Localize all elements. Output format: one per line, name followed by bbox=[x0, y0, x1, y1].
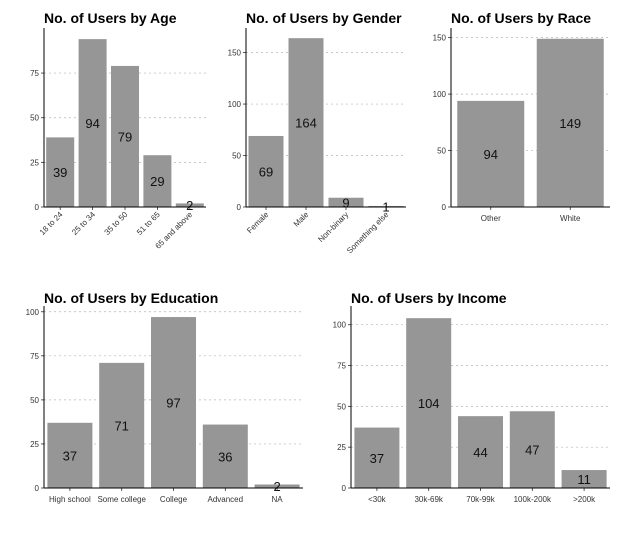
x-tick-label-30k-69k: 30k-69k bbox=[414, 495, 443, 504]
value-label-25-to-34: 94 bbox=[85, 116, 99, 131]
x-tick-label-other: Other bbox=[481, 214, 501, 223]
value-label-70k-99k: 44 bbox=[473, 445, 487, 460]
y-tick-label: 50 bbox=[437, 147, 446, 156]
value-label-advanced: 36 bbox=[218, 449, 232, 464]
bar-high-school bbox=[47, 422, 93, 488]
x-tick-label-female: Female bbox=[245, 210, 271, 236]
x-tick-label-something-else: Something else bbox=[345, 210, 391, 256]
y-tick-label: 100 bbox=[228, 100, 242, 109]
bar-100k-200k bbox=[509, 411, 555, 488]
x-tick-label-high-school: High school bbox=[49, 495, 91, 504]
value-label-high-school: 37 bbox=[63, 448, 77, 463]
chart-title: No. of Users by Income bbox=[351, 290, 507, 306]
value-label-30k: 37 bbox=[370, 451, 384, 466]
x-tick-label-35-to-50: 35 to 50 bbox=[103, 210, 130, 237]
y-tick-label: 75 bbox=[337, 362, 346, 371]
bar-female bbox=[248, 135, 284, 207]
chart-title: No. of Users by Education bbox=[44, 290, 218, 306]
bar-65-and-above bbox=[175, 203, 204, 207]
value-label-other: 94 bbox=[484, 147, 498, 162]
value-label-51-to-65: 29 bbox=[150, 174, 164, 189]
bar-18-to-24 bbox=[46, 137, 75, 207]
bar-non-binary bbox=[328, 197, 364, 207]
bar-35-to-50 bbox=[111, 65, 139, 207]
y-tick-label: 100 bbox=[26, 308, 40, 317]
chart-title: No. of Users by Age bbox=[44, 10, 177, 26]
education-chart: No. of Users by Education 0 25 50 75 100 37 Hig… bbox=[26, 290, 303, 504]
x-tick-label-70k-99k: 70k-99k bbox=[466, 495, 495, 504]
y-tick-label: 50 bbox=[30, 396, 39, 405]
value-label-female: 69 bbox=[259, 164, 273, 179]
y-tick-label: 0 bbox=[342, 484, 347, 493]
bar-advanced bbox=[202, 424, 248, 488]
y-tick-label: 25 bbox=[337, 443, 346, 452]
y-tick-label: 150 bbox=[433, 34, 447, 43]
value-label-200k: 11 bbox=[577, 472, 591, 487]
x-tick-label-18-to-24: 18 to 24 bbox=[38, 210, 65, 237]
y-tick-label: 100 bbox=[333, 321, 347, 330]
y-tick-label: 75 bbox=[30, 352, 39, 361]
bar-70k-99k bbox=[458, 416, 503, 488]
y-tick-label: 50 bbox=[337, 402, 346, 411]
y-tick-label: 50 bbox=[30, 114, 39, 123]
x-tick-label-male: Male bbox=[292, 210, 311, 229]
x-tick-label-white: White bbox=[560, 214, 581, 223]
x-tick-label-college: College bbox=[160, 495, 188, 504]
y-tick-label: 0 bbox=[237, 203, 242, 212]
y-tick-label: 50 bbox=[232, 152, 241, 161]
chart-title: No. of Users by Gender bbox=[246, 10, 402, 26]
value-label-30k-69k: 104 bbox=[418, 396, 440, 411]
x-tick-label-advanced: Advanced bbox=[208, 495, 244, 504]
income-chart: No. of Users by Income 0 25 50 75 100 37 <30k 10… bbox=[333, 290, 610, 504]
chart-title: No. of Users by Race bbox=[451, 10, 591, 26]
y-tick-label: 75 bbox=[30, 69, 39, 78]
bar-something-else bbox=[368, 205, 404, 207]
value-label-some-college: 71 bbox=[114, 418, 128, 433]
bar-white bbox=[536, 38, 604, 207]
x-tick-label-25-to-34: 25 to 34 bbox=[70, 210, 97, 237]
y-tick-label: 25 bbox=[30, 440, 39, 449]
bar-other bbox=[457, 100, 525, 207]
y-tick-label: 0 bbox=[35, 484, 40, 493]
value-label-non-binary: 9 bbox=[342, 195, 349, 210]
y-tick-label: 25 bbox=[30, 158, 39, 167]
value-label-white: 149 bbox=[559, 116, 581, 131]
x-tick-label-200k: >200k bbox=[573, 495, 596, 504]
x-tick-label-30k: <30k bbox=[368, 495, 387, 504]
value-label-na: 2 bbox=[273, 479, 280, 494]
value-label-35-to-50: 79 bbox=[118, 129, 132, 144]
value-label-male: 164 bbox=[295, 116, 317, 131]
bar-30k bbox=[354, 427, 400, 488]
x-tick-label-some-college: Some college bbox=[97, 495, 146, 504]
bar-51-to-65 bbox=[143, 155, 172, 207]
y-tick-label: 150 bbox=[228, 49, 242, 58]
bar-200k bbox=[561, 470, 607, 488]
y-tick-label: 0 bbox=[35, 203, 40, 212]
bar-30k-69k bbox=[406, 318, 452, 488]
x-tick-label-100k-200k: 100k-200k bbox=[514, 495, 552, 504]
bar-male bbox=[288, 38, 324, 208]
value-label-18-to-24: 39 bbox=[53, 165, 67, 180]
bar-25-to-34 bbox=[78, 39, 107, 208]
bar-college bbox=[151, 317, 196, 488]
bar-na bbox=[254, 484, 300, 488]
x-tick-label-non-binary: Non-binary bbox=[316, 210, 350, 244]
value-label-65-and-above: 2 bbox=[186, 198, 193, 213]
x-tick-label-na: NA bbox=[272, 495, 284, 504]
race-chart: No. of Users by Race 0 50 100 150 94 Other 149 W… bbox=[433, 10, 610, 223]
value-label-100k-200k: 47 bbox=[525, 443, 539, 458]
x-tick-label-51-to-65: 51 to 65 bbox=[135, 210, 162, 237]
gender-chart: No. of Users by Gender 0 50 100 150 69 Female 1… bbox=[228, 10, 406, 255]
y-tick-label: 100 bbox=[433, 90, 447, 99]
y-tick-label: 0 bbox=[442, 203, 447, 212]
value-label-college: 97 bbox=[166, 396, 180, 411]
bar-some-college bbox=[99, 362, 145, 488]
